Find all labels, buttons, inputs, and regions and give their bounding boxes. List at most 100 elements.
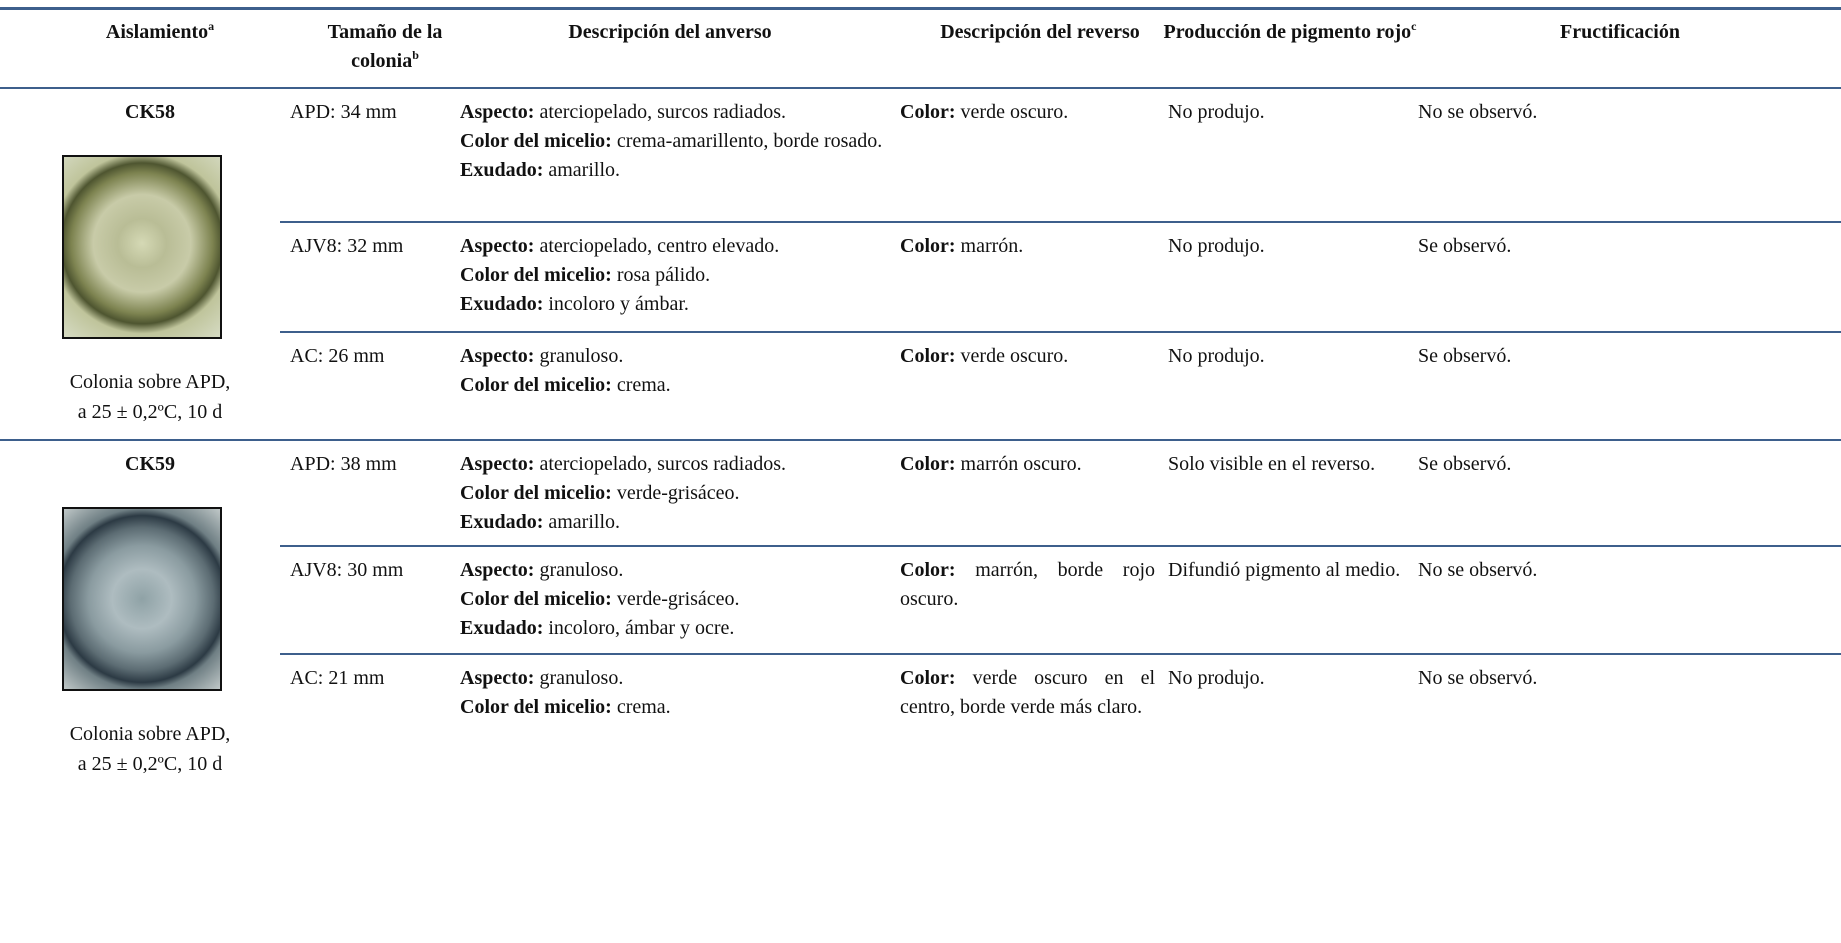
anverso-text: aterciopelado, surcos radiados. xyxy=(539,101,787,123)
reverso-text: marrón. xyxy=(960,235,1024,257)
fruiting-cell: No se observó. xyxy=(1418,559,1538,581)
reverso-text: marrón oscuro. xyxy=(960,453,1082,475)
anverso-label: Color del micelio: xyxy=(460,588,612,610)
anverso-text: verde-grisáceo. xyxy=(616,588,740,610)
isolate-name: CK58 xyxy=(125,101,175,123)
photo-caption: a 25 ± 0,2ºC, 10 d xyxy=(77,401,223,423)
colony-photo xyxy=(62,507,222,691)
fruiting-cell: No se observó. xyxy=(1418,667,1538,689)
anverso-text: granuloso. xyxy=(539,345,624,367)
header-cell: Aislamientoa xyxy=(60,18,260,47)
reverso-label: Color: xyxy=(900,101,956,123)
fruiting-cell: Se observó. xyxy=(1418,453,1512,475)
anverso-text: incoloro, ámbar y ocre. xyxy=(548,617,735,639)
anverso-text: crema. xyxy=(616,696,671,718)
header-text: Descripción del anverso xyxy=(568,21,772,43)
row-rule xyxy=(280,545,1841,547)
reverso-label: Color: xyxy=(900,345,956,367)
reverso-label: Color: xyxy=(900,667,956,689)
reverso-cell: Color: verde oscuro. xyxy=(900,98,1155,127)
colony-size: AJV8: 32 mm xyxy=(290,235,404,257)
header-cell: Producción de pigmento rojoc xyxy=(1160,18,1420,47)
pigment-cell: No produjo. xyxy=(1168,235,1265,257)
anverso-line: Color del micelio: verde-grisáceo. xyxy=(460,585,890,614)
reverso-cell: Color: marrón oscuro. xyxy=(900,450,1155,479)
reverso-cell: Color: verde oscuro. xyxy=(900,342,1155,371)
row-rule xyxy=(280,653,1841,655)
anverso-line: Exudado: incoloro, ámbar y ocre. xyxy=(460,614,890,643)
fruiting-cell: Se observó. xyxy=(1418,235,1512,257)
pigment-cell: Difundió pigmento al medio. xyxy=(1168,559,1401,581)
anverso-text: verde-grisáceo. xyxy=(616,482,740,504)
anverso-line: Color del micelio: rosa pálido. xyxy=(460,261,890,290)
photo-caption: a 25 ± 0,2ºC, 10 d xyxy=(77,753,223,775)
header-footnote: a xyxy=(208,19,215,33)
header-footnote: b xyxy=(412,48,419,62)
anverso-label: Aspecto: xyxy=(460,559,535,581)
reverso-text: verde oscuro. xyxy=(960,345,1069,367)
anverso-text: crema. xyxy=(616,374,671,396)
photo-caption: Colonia sobre APD, xyxy=(69,723,231,745)
anverso-line: Color del micelio: verde-grisáceo. xyxy=(460,479,890,508)
pigment-cell: Solo visible en el reverso. xyxy=(1168,453,1376,475)
anverso-text: aterciopelado, surcos radiados. xyxy=(539,453,787,475)
anverso-cell: Aspecto: granuloso. Color del micelio: cr… xyxy=(460,664,890,722)
anverso-label: Aspecto: xyxy=(460,453,535,475)
anverso-label: Aspecto: xyxy=(460,667,535,689)
anverso-text: granuloso. xyxy=(539,559,624,581)
anverso-line: Aspecto: aterciopelado, centro elevado. xyxy=(460,232,890,261)
anverso-label: Color del micelio: xyxy=(460,482,612,504)
header-text: Descripción del reverso xyxy=(940,21,1140,43)
header-cell: Tamaño de la coloniab xyxy=(300,18,470,76)
anverso-line: Aspecto: aterciopelado, surcos radiados. xyxy=(460,450,890,479)
header-cell: Fructificación xyxy=(1400,18,1840,47)
header-cell: Descripción del anverso xyxy=(470,18,870,47)
colony-size: APD: 34 mm xyxy=(290,101,397,123)
anverso-text: incoloro y ámbar. xyxy=(548,293,689,315)
pigment-cell: No produjo. xyxy=(1168,101,1265,123)
reverso-text: verde oscuro. xyxy=(960,101,1069,123)
header-footnote: c xyxy=(1411,19,1417,33)
anverso-text: amarillo. xyxy=(548,511,621,533)
anverso-line: Color del micelio: crema-amarillento, bo… xyxy=(460,127,890,156)
colony-size: AJV8: 30 mm xyxy=(290,559,404,581)
colony-photo xyxy=(62,155,222,339)
anverso-cell: Aspecto: aterciopelado, centro elevado. C… xyxy=(460,232,890,319)
reverso-cell: Color: marrón, borde rojo oscuro. xyxy=(900,556,1155,614)
isolate-rule xyxy=(0,439,1841,441)
anverso-line: Aspecto: granuloso. xyxy=(460,556,890,585)
anverso-line: Color del micelio: crema. xyxy=(460,371,890,400)
row-rule xyxy=(280,331,1841,333)
header-rule xyxy=(0,87,1841,89)
row-rule xyxy=(280,221,1841,223)
anverso-line: Exudado: amarillo. xyxy=(460,156,890,185)
header-text: Fructificación xyxy=(1560,21,1680,43)
anverso-label: Exudado: xyxy=(460,159,544,181)
anverso-label: Exudado: xyxy=(460,293,544,315)
fruiting-cell: Se observó. xyxy=(1418,345,1512,367)
reverso-label: Color: xyxy=(900,559,956,581)
anverso-cell: Aspecto: aterciopelado, surcos radiados.… xyxy=(460,98,890,185)
anverso-text: granuloso. xyxy=(539,667,624,689)
reverso-cell: Color: marrón. xyxy=(900,232,1155,261)
top-rule xyxy=(0,7,1841,10)
anverso-cell: Aspecto: aterciopelado, surcos radiados.… xyxy=(460,450,890,537)
header-text: Producción de pigmento rojo xyxy=(1163,21,1412,43)
anverso-line: Aspecto: granuloso. xyxy=(460,342,890,371)
colony-size: APD: 38 mm xyxy=(290,453,397,475)
anverso-label: Aspecto: xyxy=(460,235,535,257)
reverso-cell: Color: verde oscuro en el centro, borde … xyxy=(900,664,1155,722)
anverso-line: Color del micelio: crema. xyxy=(460,693,890,722)
anverso-text: rosa pálido. xyxy=(616,264,711,286)
reverso-label: Color: xyxy=(900,453,956,475)
isolate-name: CK59 xyxy=(125,453,175,475)
photo-caption: Colonia sobre APD, xyxy=(69,371,231,393)
anverso-line: Aspecto: granuloso. xyxy=(460,664,890,693)
anverso-cell: Aspecto: granuloso. Color del micelio: ve… xyxy=(460,556,890,643)
pigment-cell: No produjo. xyxy=(1168,345,1265,367)
anverso-label: Aspecto: xyxy=(460,101,535,123)
anverso-label: Exudado: xyxy=(460,617,544,639)
anverso-label: Color del micelio: xyxy=(460,264,612,286)
anverso-text: amarillo. xyxy=(548,159,621,181)
